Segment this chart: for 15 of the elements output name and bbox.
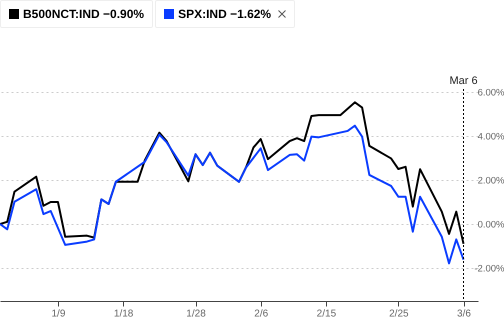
x-tick-label: 3/6	[457, 308, 472, 320]
x-tick-label: 1/9	[51, 308, 66, 320]
y-tick-label: -2.00%	[474, 264, 504, 274]
legend-label: B500NCT:IND −0.90%	[23, 7, 144, 21]
y-tick-label: 2.00%	[478, 176, 504, 186]
x-tick-label: 2/15	[316, 308, 337, 320]
x-tick-label: 1/28	[186, 308, 206, 320]
y-tick-label: 6.00%	[478, 88, 504, 98]
x-tick-label: 1/18	[114, 308, 134, 320]
x-tick-label: 2/6	[254, 308, 269, 320]
y-tick-label: 4.00%	[478, 132, 504, 142]
legend-label: SPX:IND −1.62%	[178, 7, 272, 21]
y-tick-label: 0.00%	[478, 220, 504, 230]
x-tick-label: 2/25	[389, 308, 409, 320]
ref-line-label: Mar 6	[449, 75, 478, 87]
